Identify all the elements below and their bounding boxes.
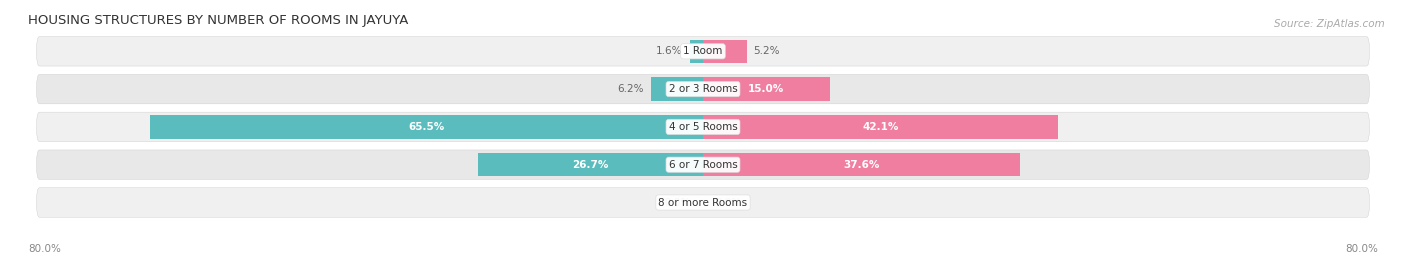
Text: HOUSING STRUCTURES BY NUMBER OF ROOMS IN JAYUYA: HOUSING STRUCTURES BY NUMBER OF ROOMS IN… (28, 14, 409, 27)
FancyBboxPatch shape (37, 112, 1369, 142)
Text: 0.0%: 0.0% (716, 197, 742, 208)
Text: 42.1%: 42.1% (862, 122, 898, 132)
Bar (150, 115, 703, 139)
Text: 26.7%: 26.7% (572, 160, 609, 170)
Text: 80.0%: 80.0% (1346, 244, 1378, 254)
Text: 6 or 7 Rooms: 6 or 7 Rooms (669, 160, 737, 170)
Bar (703, 77, 830, 101)
Text: 65.5%: 65.5% (409, 122, 444, 132)
Text: 8 or more Rooms: 8 or more Rooms (658, 197, 748, 208)
FancyBboxPatch shape (37, 74, 1369, 104)
Text: 80.0%: 80.0% (28, 244, 60, 254)
Bar (651, 77, 703, 101)
Bar (689, 40, 703, 63)
Bar (703, 115, 1059, 139)
Bar (703, 153, 1021, 176)
FancyBboxPatch shape (37, 150, 1369, 180)
Text: 6.2%: 6.2% (617, 84, 644, 94)
Text: 37.6%: 37.6% (844, 160, 880, 170)
Bar (478, 153, 703, 176)
Text: 1 Room: 1 Room (683, 46, 723, 56)
Text: 0.0%: 0.0% (664, 197, 690, 208)
Text: 1.6%: 1.6% (657, 46, 683, 56)
Text: Source: ZipAtlas.com: Source: ZipAtlas.com (1274, 19, 1385, 29)
Text: 4 or 5 Rooms: 4 or 5 Rooms (669, 122, 737, 132)
FancyBboxPatch shape (37, 188, 1369, 217)
Text: 15.0%: 15.0% (748, 84, 785, 94)
FancyBboxPatch shape (37, 36, 1369, 66)
Text: 5.2%: 5.2% (754, 46, 780, 56)
Text: 2 or 3 Rooms: 2 or 3 Rooms (669, 84, 737, 94)
Bar (703, 40, 747, 63)
